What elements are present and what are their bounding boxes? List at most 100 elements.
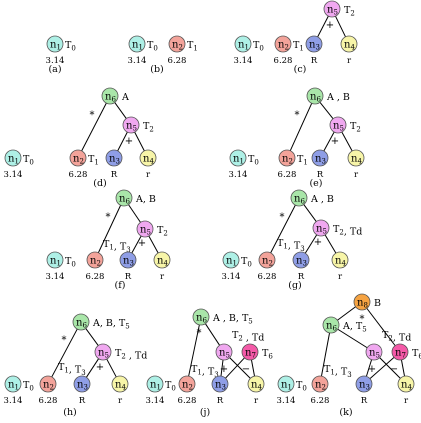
node-label: A , B [326, 92, 350, 103]
node-n3: n3 R [292, 251, 310, 282]
panel-caption: (j) [200, 407, 210, 418]
operator-mul: * [295, 110, 300, 121]
node-value: R [361, 396, 368, 406]
node-id: n5 [219, 348, 230, 360]
node-value: R [311, 56, 318, 66]
node-n2: n2 6.28 T1, T3 [178, 364, 219, 406]
node-label: A , B [310, 194, 334, 205]
node-value: 3.14 [46, 272, 65, 282]
node-value: R [79, 396, 86, 406]
edge-n5-n4 [324, 234, 337, 254]
node-id: n7 [395, 348, 406, 360]
node-n2: n2 6.28 T1, T3 [86, 239, 131, 282]
edge-n8-n6 [337, 306, 356, 321]
node-id: n2 [315, 380, 326, 392]
node-label: T2, Td [333, 224, 362, 238]
node-circle [234, 35, 252, 53]
node-n4: n4 r [247, 375, 265, 406]
node-value: 6.28 [168, 56, 187, 66]
node-id: n1 [233, 154, 244, 166]
node-n4: n4 r [347, 149, 365, 180]
node-circle [222, 251, 240, 269]
node-id: n6 [119, 194, 130, 206]
node-circle [146, 375, 164, 393]
node-n6: n6 A , B, T5 [192, 308, 253, 326]
operator-sub: − [390, 364, 398, 375]
node-label: T2 , Td [232, 330, 264, 344]
node-id: n5 [333, 121, 344, 133]
edge-n6-n5 [114, 102, 127, 119]
node-circle [306, 87, 324, 105]
node-id: n7 [245, 348, 256, 360]
panel-caption: (d) [93, 178, 107, 189]
node-id: n4 [344, 40, 355, 52]
node-id: n5 [140, 225, 151, 237]
node-n8: n8 B [353, 293, 381, 311]
node-id: n2 [182, 380, 193, 392]
operator-add: + [368, 364, 376, 375]
panel-caption: (e) [309, 178, 322, 189]
node-n4: n4 r [397, 375, 415, 406]
panel-caption: (k) [339, 407, 352, 418]
node-circle [290, 189, 308, 207]
node-circle [277, 375, 295, 393]
node-id: n3 [109, 154, 120, 166]
node-id: n2 [278, 40, 289, 52]
node-label: T1, T3 [58, 362, 86, 377]
node-label: T0 [23, 154, 34, 167]
node-label: T0 [253, 40, 264, 53]
node-label: T0 [165, 380, 176, 393]
node-label: T0 [65, 40, 76, 53]
node-n7: n7 T6 [391, 343, 421, 361]
node-id: n1 [50, 40, 61, 52]
node-circle [105, 149, 123, 167]
edge-n6-n5 [85, 328, 99, 346]
node-label: A, T5 [342, 321, 367, 334]
node-id: n5 [327, 5, 338, 17]
node-id: n5 [316, 224, 327, 236]
node-circle [340, 35, 358, 53]
operator-mul: * [280, 212, 285, 223]
edge-n5-n3 [85, 358, 100, 378]
operator-add: + [220, 364, 228, 375]
node-n4: n4 r [139, 149, 157, 180]
node-n3: n3 R [105, 149, 123, 180]
node-circle [258, 251, 276, 269]
node-n4: n4 r [111, 375, 129, 406]
node-circle [119, 251, 137, 269]
node-value: 3.14 [222, 272, 241, 282]
node-label: T0 [65, 256, 76, 269]
node-id: n1 [226, 256, 237, 268]
operator-add: + [138, 238, 146, 249]
node-label: B [374, 298, 381, 309]
node-value: R [298, 272, 305, 282]
node-label: T0 [241, 256, 252, 269]
node-label: T1 [187, 40, 198, 53]
edge-n6-n2 [97, 205, 122, 253]
node-id: n3 [77, 380, 88, 392]
node-n4: n4 r [331, 251, 349, 282]
node-n3: n3 R [73, 375, 91, 406]
edge-n5-n3 [304, 234, 318, 254]
node-circle [73, 375, 91, 393]
node-circle [122, 116, 140, 134]
node-id: n5 [369, 348, 380, 360]
node-circle [215, 343, 233, 361]
edge-n7-n3 [225, 357, 245, 379]
operator-mul: * [90, 110, 95, 121]
node-n6: n6 A, B, T5 [72, 313, 130, 331]
node-value: 3.14 [4, 170, 23, 180]
node-label: T2 [143, 121, 154, 134]
node-value: 3.14 [146, 396, 165, 406]
operator-add: + [125, 136, 133, 147]
